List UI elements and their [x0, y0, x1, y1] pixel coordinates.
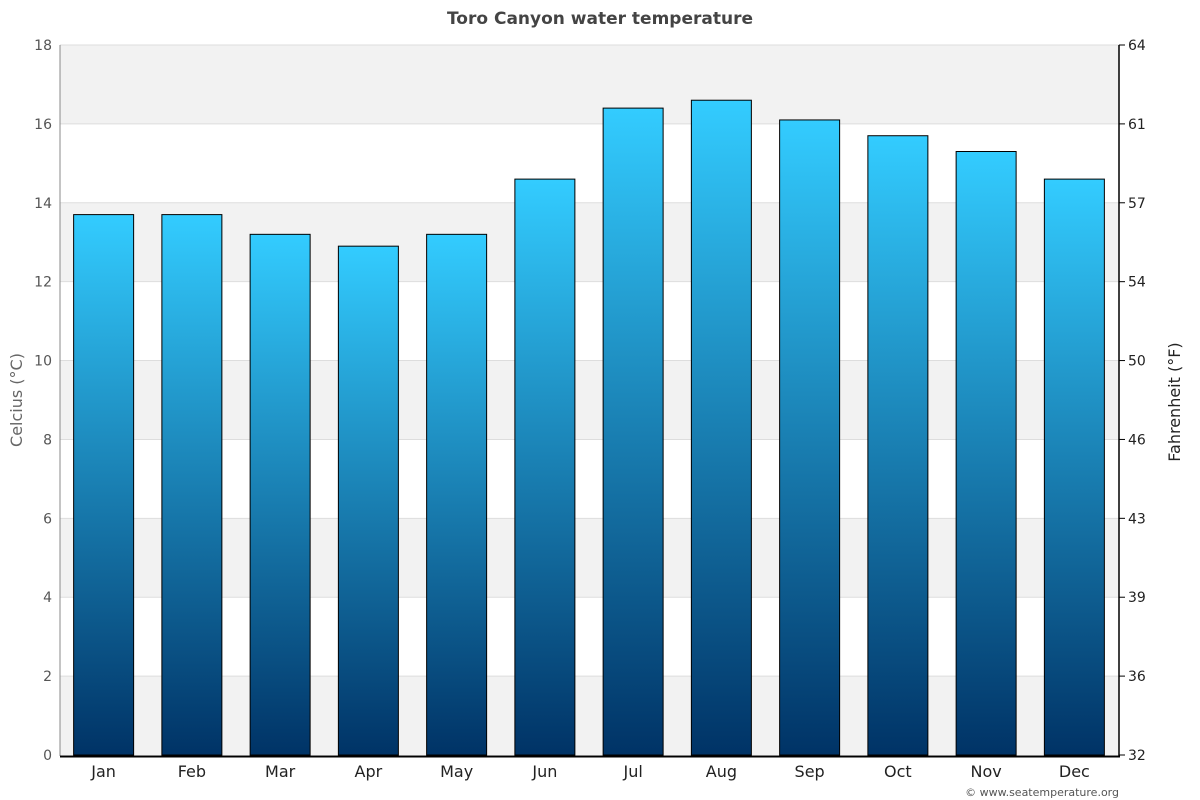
- bar-may: [426, 233, 488, 756]
- y-tick-left: 18: [34, 38, 52, 54]
- x-tick-label: Sep: [795, 762, 825, 781]
- y-axis-right-ticks: 32 36 39 43 46 50 54 57 61 64: [1119, 38, 1146, 764]
- x-tick-label: Apr: [355, 762, 383, 781]
- y-tick-left: 10: [34, 354, 52, 370]
- y-axis-left-label: Celcius (°C): [7, 353, 26, 447]
- x-axis-ticks: Jan Feb Mar Apr May Jun Jul Aug Sep Oct Nov Dec: [90, 762, 1090, 781]
- y-tick-right: 43: [1128, 511, 1146, 527]
- x-tick-label: Oct: [884, 762, 912, 781]
- y-tick-left: 16: [34, 117, 52, 133]
- bars: [73, 99, 1105, 756]
- y-tick-right: 61: [1128, 117, 1146, 133]
- y-tick-right: 54: [1128, 275, 1146, 291]
- y-tick-right: 39: [1128, 590, 1146, 606]
- grid-band: [60, 202, 1119, 282]
- y-tick-left: 8: [43, 432, 52, 448]
- y-tick-right: 46: [1128, 432, 1146, 448]
- x-tick-label: Aug: [706, 762, 737, 781]
- grid-band: [60, 518, 1119, 598]
- bar-nov: [955, 151, 1017, 756]
- x-tick-label: Feb: [178, 762, 206, 781]
- x-tick-label: Jan: [90, 762, 116, 781]
- y-axis-left-ticks: 0 2 4 6 8 10 12 14 16 18: [34, 38, 52, 764]
- credit-text: © www.seatemperature.org: [965, 786, 1119, 799]
- y-tick-right: 64: [1128, 38, 1146, 54]
- bar-sep: [779, 119, 841, 756]
- bar-mar: [249, 233, 311, 756]
- bar-aug: [690, 99, 752, 756]
- y-tick-left: 0: [43, 748, 52, 764]
- y-tick-left: 4: [43, 590, 52, 606]
- bar-jan: [73, 214, 135, 756]
- gridlines: [60, 44, 1119, 677]
- x-tick-label: Jul: [622, 762, 642, 781]
- x-tick-label: Jun: [531, 762, 557, 781]
- y-axis-right-label: Fahrenheit (°F): [1165, 342, 1184, 461]
- chart-title: Toro Canyon water temperature: [447, 9, 753, 29]
- x-tick-label: Dec: [1059, 762, 1090, 781]
- bar-jun: [514, 178, 576, 756]
- y-tick-right: 32: [1128, 748, 1146, 764]
- y-tick-left: 14: [34, 196, 52, 212]
- bar-apr: [337, 245, 399, 756]
- y-tick-left: 12: [34, 275, 52, 291]
- y-tick-right: 36: [1128, 669, 1146, 685]
- bar-dec: [1043, 178, 1105, 756]
- y-tick-left: 6: [43, 511, 52, 527]
- x-tick-label: May: [440, 762, 473, 781]
- grid-bands: [60, 45, 1119, 755]
- x-tick-label: Mar: [265, 762, 296, 781]
- grid-band: [60, 676, 1119, 755]
- y-tick-right: 57: [1128, 196, 1146, 212]
- y-tick-left: 2: [43, 669, 52, 685]
- bar-jul: [602, 107, 664, 756]
- x-tick-label: Nov: [971, 762, 1002, 781]
- grid-band: [60, 45, 1119, 124]
- y-tick-right: 50: [1128, 354, 1146, 370]
- bar-oct: [867, 135, 929, 756]
- grid-band: [60, 360, 1119, 440]
- bar-feb: [161, 214, 223, 756]
